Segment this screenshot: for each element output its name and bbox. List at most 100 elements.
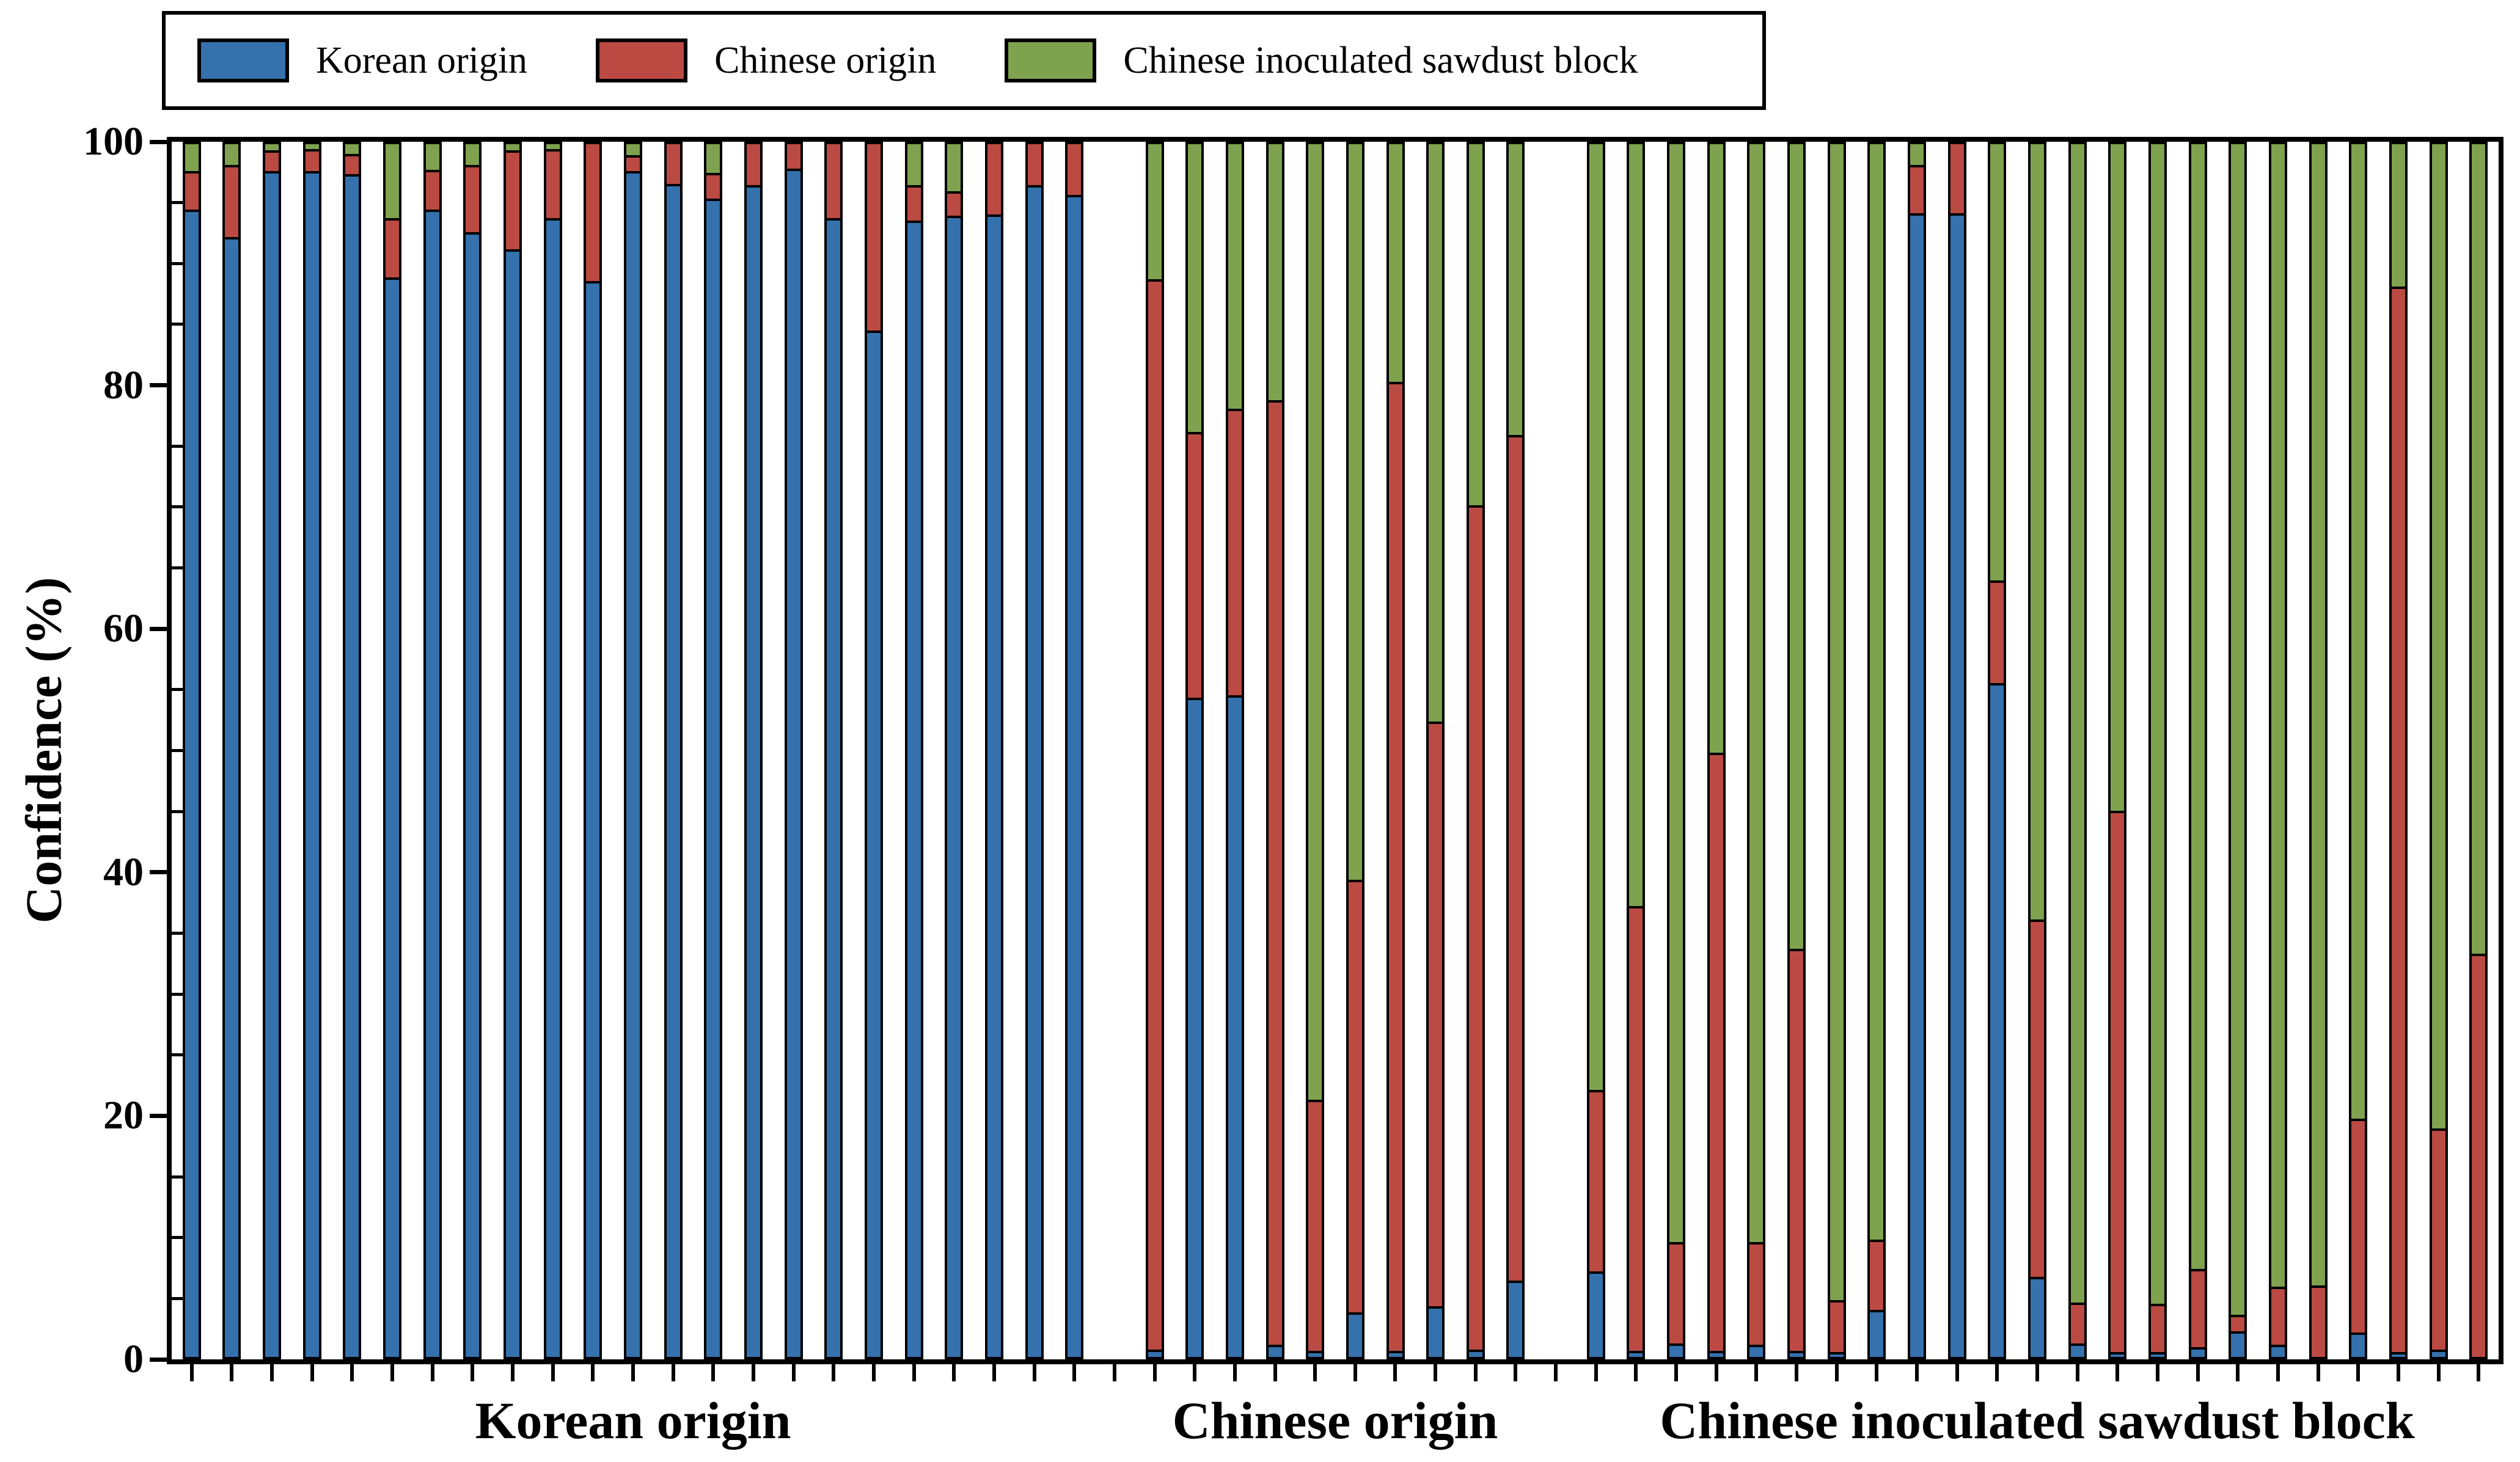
bar-segment-chinese-origin — [1749, 1242, 1764, 1345]
y-major-tick — [150, 870, 167, 875]
bar-segment-korean-origin — [786, 168, 800, 1357]
bar-segment-chinese-origin — [866, 144, 881, 331]
bar-slot — [2218, 142, 2258, 1359]
bar-segment-chinese-inoculated-sawdust-block — [2150, 144, 2164, 1304]
bar-segment-chinese-inoculated-sawdust-block — [1188, 144, 1202, 432]
y-minor-tick — [172, 1296, 183, 1300]
bar-segment-chinese-inoculated-sawdust-block — [185, 144, 199, 171]
bar-segment-korean-origin — [1228, 695, 1242, 1357]
x-tick — [1955, 1364, 1959, 1381]
stacked-bar — [463, 142, 482, 1359]
bar-slot — [613, 142, 653, 1359]
bar-segment-korean-origin — [1709, 1351, 1723, 1357]
x-tick — [791, 1364, 796, 1381]
bar-segment-korean-origin — [666, 184, 680, 1357]
bar-slot — [694, 142, 734, 1359]
x-tick — [2155, 1364, 2159, 1381]
stacked-bar — [2108, 142, 2127, 1359]
bar-segment-korean-origin — [2431, 1350, 2445, 1357]
bar-segment-chinese-origin — [2191, 1268, 2205, 1348]
bar-segment-chinese-origin — [1268, 400, 1282, 1345]
bar-slot — [934, 142, 974, 1359]
stacked-bar — [222, 142, 241, 1359]
bar-segment-chinese-inoculated-sawdust-block — [1749, 144, 1764, 1243]
bar-segment-korean-origin — [425, 209, 439, 1357]
x-tick — [591, 1364, 595, 1381]
x-tick — [2477, 1364, 2481, 1381]
bar-segment-chinese-origin — [506, 150, 520, 250]
bar-segment-chinese-origin — [827, 144, 841, 218]
bar-segment-chinese-origin — [586, 144, 600, 281]
bar-segment-chinese-origin — [305, 148, 319, 171]
stacked-bar — [904, 142, 923, 1359]
bar-segment-chinese-origin — [1348, 880, 1362, 1312]
legend-swatch — [197, 38, 289, 82]
bar-slot — [1536, 142, 1576, 1359]
bar-segment-korean-origin — [2391, 1352, 2405, 1357]
x-tick — [511, 1364, 515, 1381]
x-tick — [1995, 1364, 1999, 1381]
x-tick — [1594, 1364, 1598, 1381]
y-tick-label: 60 — [103, 606, 144, 651]
y-minor-tick — [172, 566, 183, 570]
stacked-bar — [2469, 142, 2488, 1359]
x-tick — [1273, 1364, 1277, 1381]
bar-segment-chinese-origin — [1429, 722, 1443, 1306]
bar-segment-chinese-origin — [2150, 1303, 2164, 1353]
y-minor-tick — [172, 992, 183, 996]
x-tick — [631, 1364, 635, 1381]
bar-segment-chinese-origin — [466, 164, 480, 233]
bar-segment-chinese-origin — [265, 150, 279, 171]
bar-segment-korean-origin — [265, 170, 279, 1357]
stacked-bar — [624, 142, 643, 1359]
x-tick — [1674, 1364, 1679, 1381]
x-tick — [189, 1364, 194, 1381]
bar-segment-chinese-origin — [1148, 279, 1162, 1350]
bar-segment-korean-origin — [2070, 1343, 2084, 1357]
stacked-bar — [2349, 142, 2368, 1359]
stacked-bar — [2188, 142, 2207, 1359]
x-tick — [310, 1364, 314, 1381]
bar-slot — [1094, 142, 1135, 1359]
x-tick — [1875, 1364, 1879, 1381]
stacked-bar — [1185, 142, 1204, 1359]
legend-item: Chinese origin — [596, 38, 936, 82]
x-tick — [551, 1364, 555, 1381]
bar-segment-chinese-origin — [2472, 954, 2486, 1358]
x-tick — [2035, 1364, 2039, 1381]
bar-segment-korean-origin — [1910, 213, 1924, 1357]
group-label: Chinese inoculated sawdust block — [1660, 1391, 2415, 1450]
bar-segment-korean-origin — [2031, 1277, 2045, 1357]
x-tick — [390, 1364, 395, 1381]
stacked-bar — [2028, 142, 2047, 1359]
bar-segment-chinese-origin — [626, 155, 640, 171]
x-tick — [1112, 1364, 1116, 1381]
bar-slot — [573, 142, 614, 1359]
bar-segment-chinese-inoculated-sawdust-block — [2111, 144, 2125, 811]
bar-segment-korean-origin — [2150, 1352, 2164, 1357]
bar-segment-korean-origin — [1268, 1345, 1282, 1357]
y-minor-tick — [172, 201, 183, 205]
bar-segment-chinese-inoculated-sawdust-block — [2431, 144, 2445, 1129]
bar-segment-chinese-inoculated-sawdust-block — [466, 144, 480, 165]
bar-segment-korean-origin — [185, 209, 199, 1358]
y-tick-label: 0 — [123, 1337, 144, 1381]
bar-segment-chinese-inoculated-sawdust-block — [1308, 144, 1322, 1100]
legend-item: Korean origin — [197, 38, 527, 82]
bar-segment-chinese-origin — [2391, 287, 2405, 1353]
bar-segment-chinese-inoculated-sawdust-block — [305, 144, 319, 149]
x-tick — [2236, 1364, 2240, 1381]
bar-segment-korean-origin — [866, 331, 881, 1357]
bar-segment-chinese-origin — [2070, 1302, 2084, 1344]
bar-segment-chinese-origin — [1589, 1089, 1603, 1271]
x-tick — [1313, 1364, 1317, 1381]
bar-segment-chinese-inoculated-sawdust-block — [1629, 144, 1643, 907]
x-tick — [2316, 1364, 2320, 1381]
bar-segment-chinese-inoculated-sawdust-block — [1790, 144, 1804, 949]
bar-slot — [1054, 142, 1094, 1359]
bar-segment-korean-origin — [1950, 213, 1964, 1357]
bar-segment-chinese-origin — [1468, 505, 1482, 1350]
legend-label: Korean origin — [316, 40, 528, 81]
x-tick — [1714, 1364, 1718, 1381]
y-major-tick — [150, 1113, 167, 1118]
